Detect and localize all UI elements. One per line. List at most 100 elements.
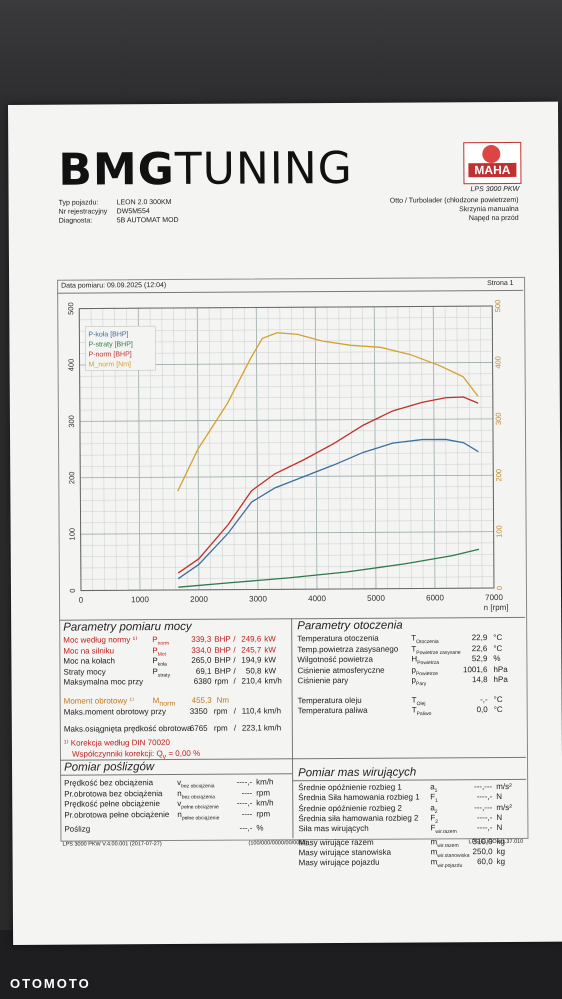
ambient-label: Temperatura oleju bbox=[297, 695, 362, 705]
slip-label: Poślizg bbox=[64, 824, 91, 834]
mass-label: Średnie opóźnienie rozbieg 1 bbox=[298, 782, 402, 793]
series-line bbox=[177, 438, 479, 580]
nr-label: Nr rejestracyjny bbox=[58, 208, 108, 216]
grid-line-h bbox=[80, 520, 494, 524]
param-value-2: 245,7 bbox=[241, 644, 262, 655]
diag-label: Diagnosta: bbox=[58, 217, 93, 225]
grid-line-v bbox=[303, 307, 306, 590]
legend-entry: P-koła [BHP] bbox=[88, 331, 128, 338]
slash: / bbox=[233, 723, 237, 733]
slip-value: ---- bbox=[241, 788, 253, 798]
bmg-tuning-logo: BMGTUNING bbox=[58, 142, 353, 196]
max-speed-kmh: 223,1 bbox=[241, 723, 262, 733]
max-torque-label: Maks.moment obrotowy przy bbox=[63, 707, 167, 717]
param-value-2: 249,6 bbox=[241, 634, 262, 644]
max-torque-kmh: 110,4 bbox=[241, 706, 262, 716]
ambient-unit: hPa bbox=[493, 664, 508, 674]
grid-line-v bbox=[421, 306, 424, 589]
grid-line-h bbox=[80, 441, 494, 445]
footer-left: LPS 3000 PKW V.4.00.001 (2017-07-27) bbox=[62, 841, 162, 848]
ambient-unit: % bbox=[493, 654, 501, 664]
param-unit-1: BHP bbox=[214, 666, 231, 676]
slip-label: Prędkość bez obciążenia bbox=[64, 778, 154, 788]
grid-line-v bbox=[432, 306, 436, 589]
drive: Napęd na przód bbox=[468, 214, 519, 223]
param-unit-1: BHP bbox=[214, 645, 231, 655]
ambient-value: -,- bbox=[480, 694, 488, 704]
ambient-symbol: pPary bbox=[411, 675, 427, 688]
mass-label: Masy wirujące razem bbox=[298, 837, 374, 847]
y-tick-label-right: 100 bbox=[495, 525, 504, 538]
grid-line-h bbox=[80, 486, 494, 490]
series-line bbox=[177, 396, 479, 574]
chart-legend: P-koła [BHP] P-straty [BHP] P-norm [BHP] M_… bbox=[85, 325, 156, 371]
ambient-label: Temperatura paliwa bbox=[297, 705, 368, 716]
param-label: Moc na silniku bbox=[63, 645, 115, 656]
footer-center: (100/000/0000/00/0000) bbox=[248, 840, 308, 847]
grid-line-h bbox=[80, 452, 494, 456]
ambient-value: 22,6 bbox=[471, 643, 488, 653]
x-tick-label: 4000 bbox=[308, 594, 326, 603]
grid-line-h bbox=[80, 508, 494, 512]
mass-unit: m/s² bbox=[496, 781, 512, 792]
torque-value: 455,3 bbox=[191, 695, 212, 705]
y-tick-label-right: 0 bbox=[495, 586, 504, 590]
rpm-unit: rpm bbox=[213, 723, 228, 733]
y-tick-label-right: 500 bbox=[493, 300, 502, 313]
grid-line-v bbox=[208, 307, 212, 590]
mass-value: ----,- bbox=[476, 812, 493, 823]
x-tick-label: 3000 bbox=[249, 594, 267, 603]
max-torque-rpm: 3350 bbox=[189, 706, 208, 716]
grid-line-v bbox=[161, 308, 164, 591]
ambient-value: 14,8 bbox=[471, 675, 488, 685]
param-unit-1: BHP bbox=[214, 634, 231, 644]
mass-label: Średnia siła hamowania rozbieg 2 bbox=[298, 813, 419, 824]
y-tick-label-right: 400 bbox=[494, 356, 503, 369]
slip-unit: % bbox=[256, 823, 264, 833]
param-unit-2: kW bbox=[264, 655, 276, 665]
x-tick-label: 0 bbox=[79, 596, 84, 605]
x-tick-label: 5000 bbox=[367, 594, 385, 603]
grid-line-v bbox=[220, 307, 223, 590]
dyno-report-sheet: BMGTUNING MAHA LPS 3000 PKW Typ pojazdu:… bbox=[8, 101, 562, 945]
param-value-1: 334,0 bbox=[191, 645, 212, 655]
ambient-unit: °C bbox=[493, 694, 503, 704]
ambient-title: Parametry otoczenia bbox=[297, 619, 403, 633]
y-tick-label-right: 300 bbox=[494, 413, 503, 426]
grid-line-v bbox=[291, 307, 294, 590]
slash: / bbox=[233, 666, 236, 676]
mass-symbol: mwir.pojazdu bbox=[430, 857, 463, 870]
x-axis-unit: n [rpm] bbox=[484, 603, 509, 612]
grid-line-h bbox=[80, 429, 493, 433]
ambient-value: 1001,6 bbox=[462, 664, 488, 674]
y-tick-label-left: 200 bbox=[67, 472, 76, 485]
mass-value: ----,- bbox=[476, 792, 493, 802]
measurement-date: Data pomiaru: 09.09.2025 (12:04) bbox=[61, 282, 167, 290]
din-correction: ¹⁾ Korekcja według DIN 70020 bbox=[63, 738, 170, 748]
param-value-2: 210,4 bbox=[241, 676, 262, 686]
ambient-unit: hPa bbox=[493, 674, 508, 685]
param-label: Maksymalna moc przy bbox=[63, 677, 144, 687]
param-label: Moc według normy ¹⁾ bbox=[63, 635, 138, 645]
diag-value: 5B AUTOMAT MOD bbox=[116, 216, 179, 225]
background-top bbox=[0, 0, 562, 120]
param-label: Straty mocy bbox=[63, 666, 106, 677]
mass-unit: kg bbox=[496, 846, 506, 856]
grid-line-h bbox=[79, 418, 493, 422]
ambient-label: Ciśnienie pary bbox=[297, 675, 349, 686]
grid-line-v bbox=[444, 306, 448, 589]
grid-line-v bbox=[232, 307, 235, 590]
torque-unit: Nm bbox=[216, 695, 230, 705]
param-unit-2: kW bbox=[264, 644, 276, 654]
torque-label: Moment obrotowy ¹⁾ bbox=[63, 696, 135, 706]
param-unit-2: kW bbox=[264, 665, 277, 675]
grid-line-v bbox=[409, 306, 412, 589]
mass-unit: N bbox=[496, 823, 503, 833]
ambient-label: Temperatura otoczenia bbox=[297, 633, 379, 644]
y-tick-label-left: 500 bbox=[66, 302, 75, 315]
mass-value: ---,--- bbox=[474, 802, 493, 812]
x-tick-label: 6000 bbox=[426, 593, 444, 602]
grid-line-v bbox=[314, 307, 318, 590]
grid-line-v bbox=[397, 306, 400, 589]
param-label: Moc na kołach bbox=[63, 656, 116, 666]
